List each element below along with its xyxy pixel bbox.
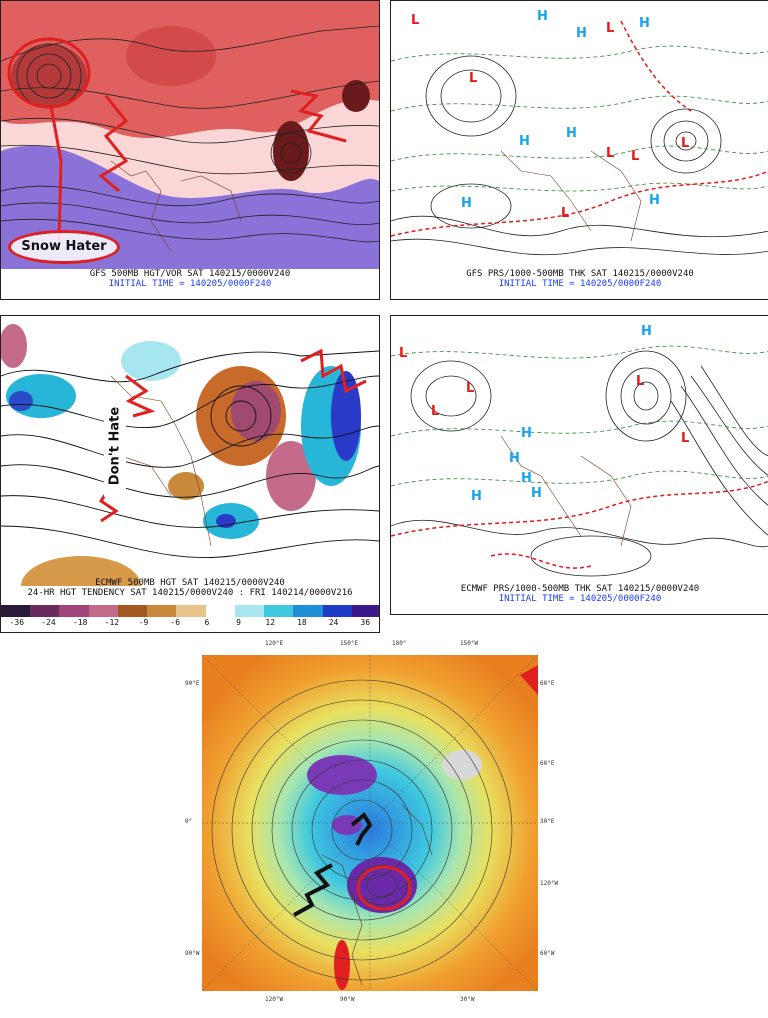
ecmwf-prs-map: [391, 316, 768, 584]
high-label: H: [537, 9, 548, 24]
tick-label: 30°W: [460, 996, 475, 1003]
tick-label: 60°E: [540, 760, 555, 767]
ecmwf-500mb-panel: ECMWF 500MB HGT SAT 140215/0000V240 24-H…: [0, 315, 380, 633]
caption-line-1: GFS 500MB HGT/VOR SAT 140215/0000V240: [89, 269, 291, 279]
tick-label: 150°E: [340, 640, 359, 647]
tick-label: 180°: [392, 640, 407, 647]
low-label: L: [606, 146, 615, 161]
colorbar-swatch: [322, 605, 352, 617]
high-label: H: [641, 324, 652, 339]
colorbar-swatch: [176, 605, 206, 617]
high-label: H: [566, 126, 577, 141]
colorbar-swatch: [351, 605, 379, 617]
colorbar-label: 18: [297, 618, 307, 627]
high-label: H: [576, 26, 587, 41]
colorbar-label: -9: [138, 618, 149, 627]
low-label: L: [431, 404, 440, 419]
low-label: L: [399, 346, 408, 361]
colorbar: [1, 605, 379, 617]
tick-label: 120°E: [265, 640, 284, 647]
colorbar-swatch: [30, 605, 60, 617]
tick-label: 0°: [185, 818, 193, 825]
colorbar-label: -18: [72, 618, 88, 627]
colorbar-swatch: [234, 605, 265, 617]
colorbar-label: 36: [360, 618, 371, 627]
polar-map: [202, 655, 538, 991]
colorbar-swatch: [1, 605, 31, 617]
polar-map-panel: [202, 655, 538, 991]
low-label: L: [681, 431, 690, 446]
colorbar-swatch: [59, 605, 89, 617]
tick-label: 120°W: [265, 996, 284, 1003]
snow-hater-label: Snow Hater: [8, 230, 120, 264]
colorbar-swatch: [264, 605, 294, 617]
low-label: L: [606, 21, 615, 36]
tick-label: 120°W: [540, 880, 559, 887]
colorbar-labels: -36 -24 -18 -12 -9 -6 6 9 12 18 24 36: [1, 618, 379, 627]
colorbar-label: 12: [265, 618, 276, 627]
high-label: H: [649, 193, 660, 208]
tick-label: 90°W: [340, 996, 355, 1003]
dont-hate-text: Don't Hate: [107, 406, 123, 486]
tick-label: 60°W: [540, 950, 555, 957]
ecmwf-500mb-map: [1, 316, 379, 586]
colorbar-swatch: [147, 605, 177, 617]
colorbar-label: -24: [41, 618, 56, 627]
colorbar-label: -12: [104, 618, 120, 627]
tick-label: 150°W: [460, 640, 479, 647]
caption-line-2: INITIAL TIME = 140205/0000F240: [498, 594, 662, 604]
ecmwf-prs-caption: ECMWF PRS/1000-500MB THK SAT 140215/0000…: [391, 584, 768, 604]
caption-line-2: INITIAL TIME = 140205/0000F240: [498, 279, 662, 289]
caption-line-1: ECMWF PRS/1000-500MB THK SAT 140215/0000…: [460, 584, 700, 594]
caption-line-2: INITIAL TIME = 140205/0000F240: [108, 279, 272, 289]
colorbar-label: -36: [9, 618, 25, 627]
gfs-prs-panel: H H L L H L L H H L H H L L GFS PRS/1000…: [390, 0, 768, 300]
caption-line-1: ECMWF 500MB HGT SAT 140215/0000V240: [95, 578, 285, 588]
colorbar-swatch: [88, 605, 118, 617]
colorbar-label: 9: [236, 618, 241, 627]
gfs-prs-caption: GFS PRS/1000-500MB THK SAT 140215/0000V2…: [391, 269, 768, 289]
colorbar-label: 24: [328, 618, 339, 627]
colorbar-swatch: [293, 605, 323, 617]
tick-label: 30°E: [540, 818, 555, 825]
colorbar-label: -6: [170, 618, 181, 627]
low-label: L: [636, 374, 645, 389]
colorbar-label: 6: [204, 618, 210, 627]
low-label: L: [411, 13, 420, 28]
gfs-500mb-map: [1, 1, 379, 269]
caption-line-1: GFS PRS/1000-500MB THK SAT 140215/0000V2…: [466, 269, 694, 279]
low-label: L: [561, 206, 570, 221]
gfs-500mb-caption: GFS 500MB HGT/VOR SAT 140215/0000V240 IN…: [1, 269, 379, 289]
low-label: L: [469, 71, 478, 86]
high-label: H: [461, 196, 472, 211]
gfs-500mb-panel: GFS 500MB HGT/VOR SAT 140215/0000V240 IN…: [0, 0, 380, 300]
tick-label: 90°E: [185, 680, 200, 687]
caption-line-2: 24-HR HGT TENDENCY SAT 140215/0000V240 :…: [27, 588, 353, 598]
high-label: H: [531, 486, 542, 501]
colorbar-swatch: [205, 605, 235, 617]
high-label: H: [471, 489, 482, 504]
high-label: H: [639, 16, 650, 31]
tick-label: 60°E: [540, 680, 555, 687]
tick-label: 90°W: [185, 950, 200, 957]
low-label: L: [681, 136, 690, 151]
ecmwf-prs-panel: H L L L L H H H H H L ECMWF PRS/1000-500…: [390, 315, 768, 615]
high-label: H: [521, 426, 532, 441]
low-label: L: [631, 149, 640, 164]
ecmwf-500mb-caption: ECMWF 500MB HGT SAT 140215/0000V240 24-H…: [1, 578, 379, 598]
colorbar-swatch: [117, 605, 148, 617]
gfs-prs-map: [391, 1, 768, 269]
dont-hate-label: Don't Hate: [104, 395, 126, 497]
high-label: H: [519, 134, 530, 149]
high-label: H: [521, 471, 532, 486]
high-label: H: [509, 451, 520, 466]
low-label: L: [466, 381, 475, 396]
